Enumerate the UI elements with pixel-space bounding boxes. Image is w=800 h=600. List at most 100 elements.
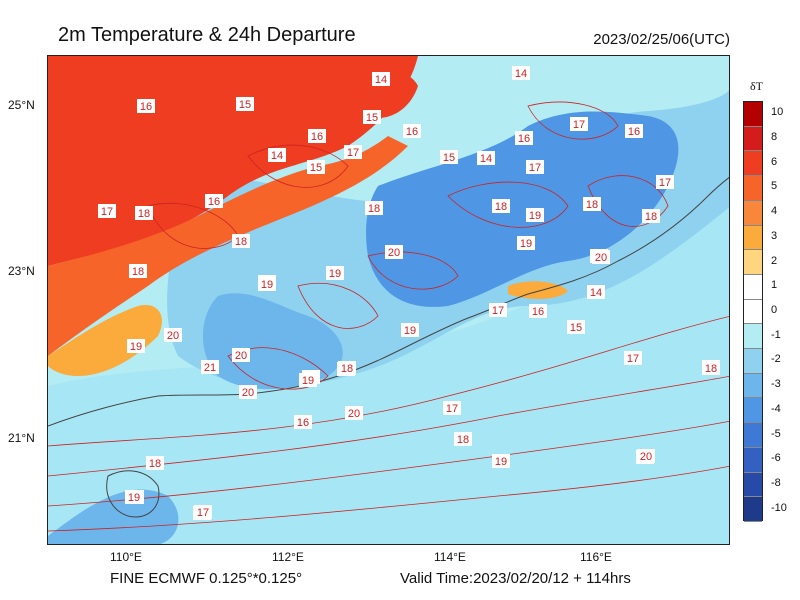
map-panel: 14 16 15 16 14 17 15 14 16 17 16 15 15 1…: [47, 55, 730, 545]
legend-label: 10: [771, 106, 784, 119]
contour-label: 19: [401, 323, 419, 337]
contour-label: 20: [592, 250, 610, 264]
contour-label: 16: [515, 131, 533, 145]
svg-text:19: 19: [329, 268, 341, 280]
svg-text:14: 14: [515, 68, 527, 80]
contour-label: 17: [656, 175, 674, 189]
legend-swatch: [744, 200, 762, 226]
contour-label: 20: [345, 406, 363, 420]
contour-label: 14: [477, 151, 495, 165]
legend-label: -2: [771, 353, 781, 366]
contour-label: 20: [164, 328, 182, 342]
svg-text:20: 20: [388, 247, 400, 259]
svg-text:18: 18: [341, 363, 353, 375]
svg-text:20: 20: [595, 252, 607, 264]
contour-label: 20: [637, 449, 655, 463]
contour-label: 18: [583, 197, 601, 211]
cold-anomaly-west: [203, 293, 343, 390]
cold-anomaly-east: [366, 111, 679, 307]
svg-text:17: 17: [627, 353, 639, 365]
legend-label: -8: [771, 476, 781, 489]
contour-label: 15: [307, 160, 325, 174]
legend-swatch: [744, 151, 762, 177]
coastline: [48, 176, 729, 427]
svg-text:20: 20: [235, 350, 247, 362]
svg-text:17: 17: [101, 206, 113, 218]
svg-text:15: 15: [366, 112, 378, 124]
contour-label: 16: [625, 124, 643, 138]
svg-text:19: 19: [520, 238, 532, 250]
contour-label: 17: [98, 204, 116, 218]
legend-swatch: [744, 176, 762, 201]
contour-label: 17: [526, 160, 544, 174]
y-tick: 21°N: [8, 431, 35, 445]
contour-label: 19: [125, 490, 143, 504]
contour-label: 14: [372, 72, 390, 86]
forecast-time: 2023/02/25/06(UTC): [593, 31, 730, 48]
svg-text:18: 18: [138, 208, 150, 220]
contour-label: 15: [440, 150, 458, 164]
contour-label: 14: [268, 148, 286, 162]
cold-anomaly-south: [48, 489, 179, 544]
x-tick: 114°E: [434, 550, 466, 564]
contour-label: 19: [127, 339, 145, 353]
legend-swatch: [744, 497, 762, 522]
contour-label: 16: [529, 304, 547, 318]
svg-text:18: 18: [132, 266, 144, 278]
contour-label: 18: [365, 201, 383, 215]
contour-label: 18: [146, 456, 164, 470]
svg-text:16: 16: [297, 417, 309, 429]
contour-label: 18: [702, 361, 720, 375]
svg-text:17: 17: [492, 305, 504, 317]
svg-text:21: 21: [204, 362, 216, 374]
warm-anomaly-mid: [48, 136, 408, 356]
legend-swatch: [744, 447, 762, 473]
model-label: FINE ECMWF 0.125°*0.125°: [110, 570, 303, 587]
svg-text:19: 19: [261, 279, 273, 291]
svg-text:18: 18: [457, 434, 469, 446]
svg-text:18: 18: [495, 201, 507, 213]
legend-label: 3: [771, 229, 778, 242]
contour-label: 17: [344, 145, 362, 159]
map-svg: 14 16 15 16 14 17 15 14 16 17 16 15 15 1…: [48, 56, 729, 544]
legend-label: 8: [771, 131, 778, 144]
svg-text:14: 14: [480, 153, 492, 165]
contour-label: 19: [326, 266, 344, 280]
legend-swatch: [744, 299, 762, 325]
warm-anomaly-north: [345, 64, 418, 118]
contour-label-group: 14 16 15 16 14 17 15 14 16 17 16 15 15 1…: [98, 66, 720, 520]
svg-text:15: 15: [570, 322, 582, 334]
legend-swatch: [744, 250, 762, 275]
contour-label: 15: [363, 110, 381, 124]
contour-label: 16: [205, 194, 223, 208]
contour-label: 15: [567, 320, 585, 334]
contour-label: 18: [454, 432, 472, 446]
svg-text:15: 15: [239, 99, 251, 111]
svg-text:20: 20: [348, 408, 360, 420]
svg-text:17: 17: [529, 162, 541, 174]
valid-time-label: Valid Time:2023/02/20/12 + 114hrs: [400, 570, 631, 587]
legend-label: -4: [771, 402, 781, 415]
contour-label: 18: [642, 209, 660, 223]
legend-title: δT: [750, 79, 763, 93]
svg-text:15: 15: [443, 152, 455, 164]
svg-text:18: 18: [368, 203, 380, 215]
legend-swatch: [744, 126, 762, 152]
x-tick: 110°E: [110, 550, 142, 564]
contour-label: 18: [338, 361, 356, 375]
x-tick: 116°E: [580, 550, 612, 564]
contour-label: 21: [201, 360, 219, 374]
svg-text:16: 16: [311, 131, 323, 143]
svg-text:19: 19: [128, 492, 140, 504]
contour-label: 16: [294, 415, 312, 429]
contour-label: 16: [308, 129, 326, 143]
svg-text:17: 17: [573, 119, 585, 131]
contour-label: 20: [239, 385, 257, 399]
chart-title: 2m Temperature & 24h Departure: [58, 24, 356, 46]
svg-text:17: 17: [446, 403, 458, 415]
svg-text:14: 14: [590, 287, 602, 299]
contour-label: 19: [517, 236, 535, 250]
contour-label: 17: [194, 505, 212, 519]
svg-text:20: 20: [640, 451, 652, 463]
legend-label: -10: [771, 501, 787, 514]
